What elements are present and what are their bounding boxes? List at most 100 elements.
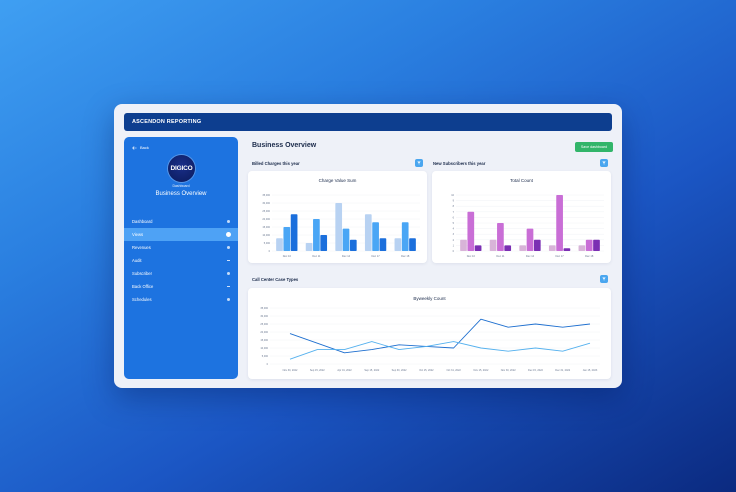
y-tick-label: 1 [453,244,455,247]
x-tick-label: Dec 10 [283,254,292,258]
chart-card-charge-value: Charge Value Sum 0 5,000 10,000 15,000 20,00… [248,171,427,263]
save-dashboard-button[interactable]: Save dashboard [575,142,613,152]
sidebar-item-back-office[interactable]: Back Office [124,280,238,293]
bar [563,248,571,251]
section-title-subscribers: New Subscribers this year [433,161,486,166]
y-tick-label: 30,000 [260,315,268,318]
x-tick-label: Sep 15, 2022 [310,369,325,372]
y-tick-label: 35,000 [262,194,270,197]
filter-icon [417,161,421,165]
y-tick-label: 20,000 [262,218,270,221]
bar [320,235,328,251]
chart-card-total-count: Total Count 0 1 2 3 4 5 6 7 8 9 10 Dec 10 Dec 11 Dec … [432,171,611,263]
app-title: ASCENDON REPORTING [132,119,202,125]
status-dot-icon [226,232,230,237]
filter-button-billed[interactable] [415,159,423,167]
bar [305,243,313,251]
bar-chart-charge-value: 0 5,000 10,000 15,000 20,000 25,000 30,000 35,0… [262,194,420,258]
sidebar-item-dashboard[interactable]: Dashboard [124,215,238,228]
x-tick-label: Dec 15, 2022 [528,369,543,372]
page-title: Business Overview [252,142,317,149]
bar [276,238,283,251]
chart-card-byweekly: Byweekly Count 0 5,000 10,000 15,000 20,000 2… [248,288,611,379]
x-tick-label: Dec 10 [467,254,476,258]
y-tick-label: 9 [453,200,455,203]
bar [497,223,504,251]
y-tick-label: 5,000 [264,242,271,245]
x-tick-label: Dec 17 [555,254,564,258]
back-label: Back [140,145,149,150]
sidebar-nav: Dashboard Views Revenues Audit Subscriber Bac… [124,215,238,306]
y-tick-label: 25,000 [260,323,268,326]
y-tick-label: 25,000 [262,210,270,213]
y-tick-label: 5,000 [262,355,269,358]
status-dot-icon [226,245,230,250]
bar [504,245,512,251]
x-tick-label: Nov 30, 2022 [501,369,516,372]
sidebar-title: Business Overview [155,191,207,197]
y-tick-label: 0 [453,250,455,253]
sidebar-item-revenues[interactable]: Revenues [124,241,238,254]
back-button[interactable]: Back [132,145,149,150]
section-title-callcenter: Call Center Case Types [252,277,299,282]
sidebar-item-label: Back Office [132,284,154,289]
line-chart-byweekly: 0 5,000 10,000 15,000 20,000 25,000 30,000 35,0… [260,307,600,372]
bar [593,239,600,251]
bar [460,239,467,251]
x-tick-label: Jan 15, 2023 [583,369,598,372]
y-tick-label: 3 [453,233,455,236]
y-tick-label: 0 [269,250,271,253]
bar [379,238,387,251]
digico-logo: DIGICO [168,155,195,182]
bar [556,195,563,251]
x-tick-label: Dec 31, 2022 [555,369,570,372]
bar-chart-total-count: 0 1 2 3 4 5 6 7 8 9 10 Dec 10 Dec 11 Dec 14 Dec 17 Dec … [451,194,604,258]
bar [349,239,357,251]
filter-button-callcenter[interactable] [600,275,608,283]
x-tick-label: Oct 31, 2022 [446,369,461,372]
status-dot-icon [226,297,230,302]
arrow-left-icon [132,145,137,150]
y-tick-label: 8 [453,205,455,208]
y-tick-label: 10,000 [260,347,268,350]
y-tick-label: 15,000 [260,339,268,342]
series-line [289,318,591,354]
x-tick-label: Sep 30, 2022 [392,369,407,372]
x-tick-label: Dec 14 [342,254,351,258]
bar [394,238,402,251]
y-tick-label: 6 [453,216,455,219]
sidebar-item-schedules[interactable]: Schedules [124,293,238,306]
x-tick-label: Sep 15, 2022 [364,369,379,372]
collapse-dash-icon [227,260,230,261]
x-tick-label: Nov 15, 2022 [473,369,488,372]
bar [533,239,541,251]
sidebar-item-label: Views [132,232,144,237]
x-tick-label: Dec 11 [312,254,321,258]
bar [313,219,320,251]
bar [409,238,416,251]
y-tick-label: 10,000 [262,234,270,237]
y-tick-label: 30,000 [262,202,270,205]
x-tick-label: Dec 11 [496,254,505,258]
x-tick-label: Apr 01, 2022 [337,369,352,372]
bar [526,228,534,251]
filter-icon [602,277,606,281]
app-window: ASCENDON REPORTING Back DIGICO Dashboard… [114,104,622,388]
x-tick-label: Nov 30, 2022 [283,369,298,372]
x-tick-label: Dec 18 [401,254,410,258]
y-tick-label: 2 [453,239,455,242]
sidebar-item-views[interactable]: Views [124,228,238,241]
filter-icon [602,161,606,165]
filter-button-subscribers[interactable] [600,159,608,167]
y-tick-label: 35,000 [260,307,268,310]
chart-title: Charge Value Sum [318,178,357,183]
status-dot-icon [226,271,230,276]
bar [489,239,497,251]
sidebar-item-label: Revenues [132,245,151,250]
bar [364,214,372,251]
sidebar-subtitle: Dashboard [172,184,190,188]
sidebar-item-subscriber[interactable]: Subscriber [124,267,238,280]
app-title-bar: ASCENDON REPORTING [124,113,612,131]
sidebar-item-audit[interactable]: Audit [124,254,238,267]
bar [548,245,556,251]
